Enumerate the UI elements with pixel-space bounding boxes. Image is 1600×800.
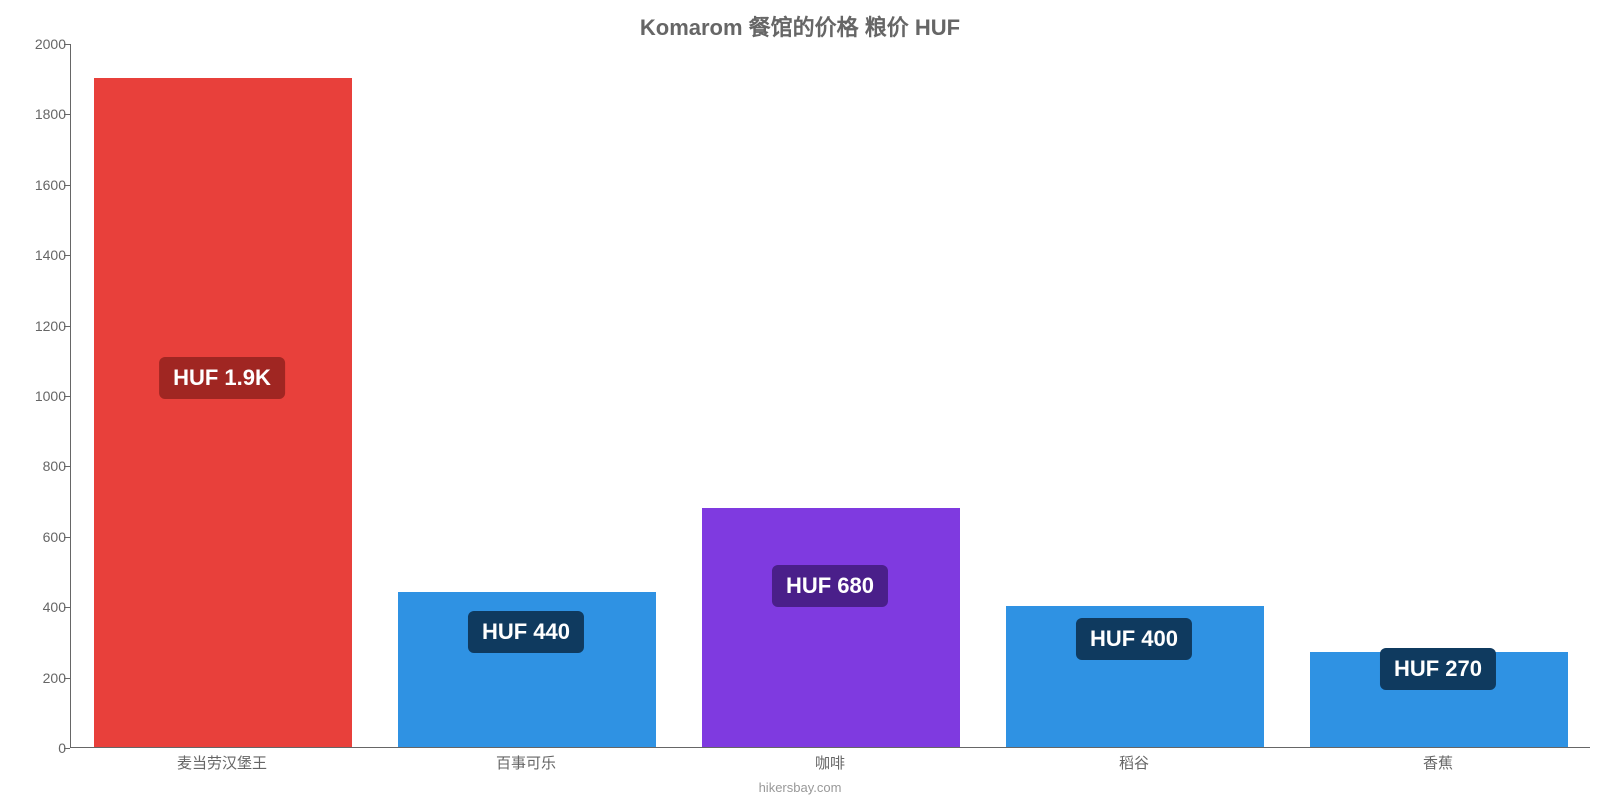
y-tick-label: 1000 xyxy=(6,388,66,404)
bar xyxy=(94,78,352,747)
value-badge: HUF 1.9K xyxy=(159,357,285,399)
x-tick-label: 稻谷 xyxy=(1119,752,1149,773)
x-tick-label: 百事可乐 xyxy=(496,752,556,773)
y-tick-label: 1800 xyxy=(6,106,66,122)
value-badge: HUF 440 xyxy=(468,611,584,653)
y-tick-label: 2000 xyxy=(6,36,66,52)
y-tick-label: 800 xyxy=(6,458,66,474)
y-tick-label: 0 xyxy=(6,740,66,756)
value-badge: HUF 680 xyxy=(772,565,888,607)
value-badge: HUF 400 xyxy=(1076,618,1192,660)
y-tick-label: 200 xyxy=(6,670,66,686)
x-tick-label: 咖啡 xyxy=(815,752,845,773)
chart-title: Komarom 餐馆的价格 粮价 HUF xyxy=(0,10,1600,42)
chart-footer: hikersbay.com xyxy=(0,780,1600,795)
y-tick-mark xyxy=(64,748,70,749)
y-tick-label: 600 xyxy=(6,529,66,545)
x-tick-label: 麦当劳汉堡王 xyxy=(177,752,267,773)
price-bar-chart: Komarom 餐馆的价格 粮价 HUF 0 200 400 600 800 1000 12… xyxy=(0,0,1600,800)
x-tick-label: 香蕉 xyxy=(1423,752,1453,773)
y-tick-label: 400 xyxy=(6,599,66,615)
y-tick-label: 1600 xyxy=(6,177,66,193)
value-badge: HUF 270 xyxy=(1380,648,1496,690)
y-tick-label: 1400 xyxy=(6,247,66,263)
bar xyxy=(702,508,960,747)
plot-area xyxy=(70,44,1590,748)
y-tick-label: 1200 xyxy=(6,318,66,334)
